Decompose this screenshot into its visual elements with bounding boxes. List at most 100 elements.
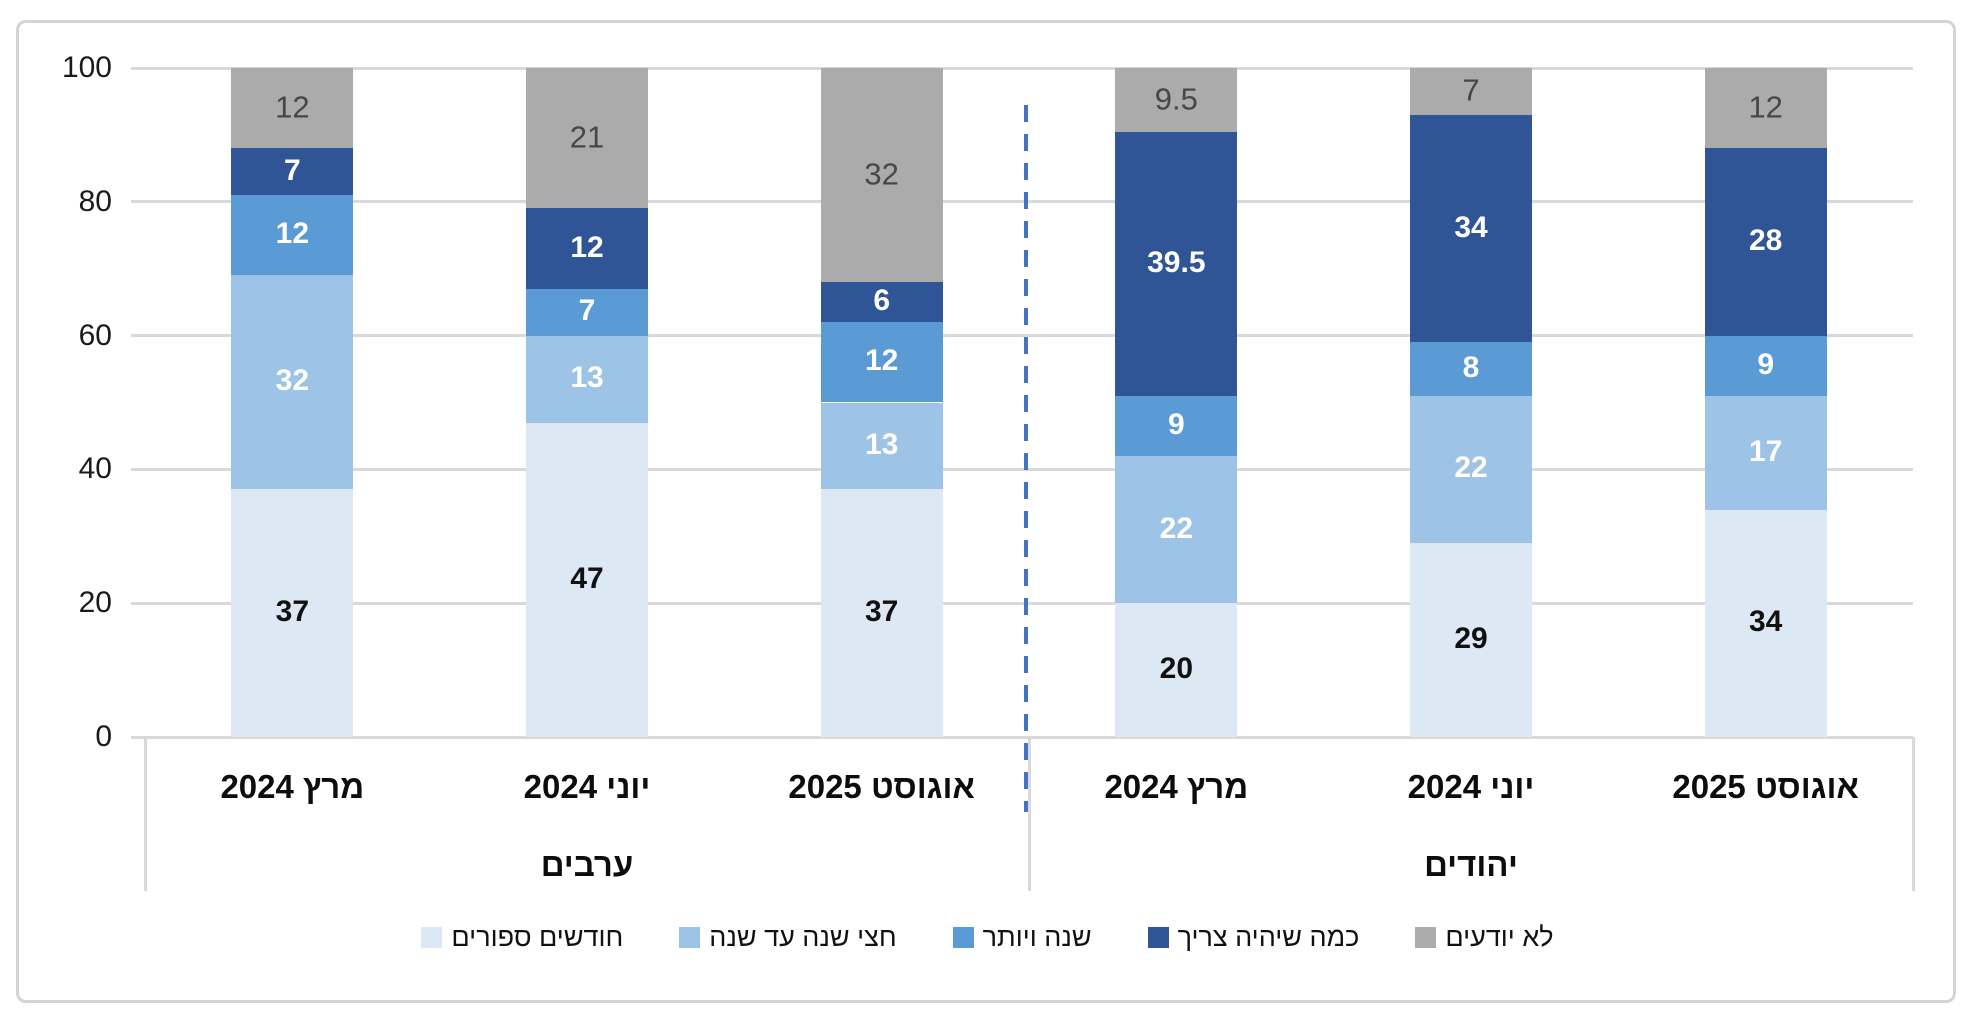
- segment-value-label: 28: [1748, 223, 1783, 257]
- bar-segment: 12: [1704, 68, 1827, 149]
- bar-segment: 13: [526, 335, 648, 423]
- segment-value-label: 32: [275, 364, 310, 398]
- y-axis-tick-label: 80: [78, 184, 112, 218]
- x-axis-category-label: מרץ 2024: [1104, 768, 1249, 805]
- segment-value-label: 6: [873, 283, 890, 317]
- bar-segment: 17: [1704, 395, 1827, 510]
- legend-item: חודשים ספורים: [421, 924, 623, 951]
- x-axis-category-label: אוגוסט 2025: [1672, 768, 1859, 805]
- legend-label: חצי שנה עד שנה: [709, 922, 897, 952]
- segment-value-label: 12: [275, 89, 310, 125]
- bar-segment: 22: [1410, 395, 1532, 543]
- gridline: [131, 334, 1913, 338]
- y-axis-tick-label: 40: [78, 452, 112, 486]
- segment-value-label: 13: [864, 427, 899, 461]
- legend-item: חצי שנה עד שנה: [679, 922, 897, 952]
- segment-value-label: 34: [1454, 210, 1488, 244]
- bar-segment: 32: [820, 68, 943, 283]
- segment-value-label: 12: [570, 230, 604, 264]
- segment-value-label: 29: [1454, 621, 1488, 655]
- legend-swatch: [679, 927, 701, 948]
- x-axis-category-label: מרץ 2024: [220, 768, 365, 805]
- category-axis-divider: [1911, 737, 1915, 891]
- segment-value-label: 32: [864, 156, 899, 192]
- bar-segment: 9: [1115, 395, 1238, 456]
- segment-value-label: 9: [1167, 407, 1185, 441]
- segment-value-label: 7: [578, 293, 596, 327]
- chart-legend: חודשים ספורים חצי שנה עד שנה שנה ויותר כמה …: [0, 924, 1975, 951]
- legend-item: כמה שיהיה צריך: [1147, 922, 1360, 952]
- bar-segment: 7: [231, 148, 354, 196]
- bar-segment: 6: [820, 282, 943, 323]
- gridline: [131, 200, 1913, 204]
- x-axis-category-label: אוגוסט 2025: [788, 768, 975, 805]
- category-axis-divider: [1027, 737, 1031, 891]
- y-axis-tick-label: 0: [95, 720, 112, 753]
- legend-label: חודשים ספורים: [451, 922, 624, 952]
- bar-segment: 29: [1410, 542, 1532, 737]
- segment-value-label: 9.5: [1154, 81, 1198, 117]
- segment-value-label: 13: [570, 360, 604, 394]
- segment-value-label: 7: [1462, 72, 1480, 108]
- bar-segment: 20: [1115, 603, 1238, 737]
- legend-item: לא יודעים: [1415, 922, 1554, 952]
- bar-segment: 32: [231, 275, 354, 490]
- legend-label: כמה שיהיה צריך: [1177, 922, 1360, 952]
- segment-value-label: 12: [864, 344, 899, 378]
- segment-value-label: 39.5: [1147, 245, 1206, 279]
- legend-item: שנה ויותר: [952, 922, 1092, 952]
- x-axis-category-label: יוני 2024: [1407, 768, 1535, 805]
- gridline: [131, 601, 1913, 605]
- segment-value-label: 47: [570, 561, 604, 595]
- segment-value-label: 34: [1748, 605, 1783, 639]
- y-axis-tick-label: 60: [78, 318, 112, 352]
- segment-value-label: 21: [569, 119, 605, 155]
- gridline: [131, 467, 1913, 471]
- x-axis-group-label: יהודים: [1424, 846, 1518, 883]
- segment-value-label: 22: [1159, 511, 1194, 545]
- bar-segment: 12: [231, 68, 354, 149]
- bar-segment: 34: [1410, 114, 1532, 343]
- bar-segment: 37: [231, 489, 354, 737]
- legend-label: שנה ויותר: [982, 922, 1092, 952]
- x-axis-category-label: יוני 2024: [523, 768, 651, 805]
- y-axis-tick-label: 100: [61, 51, 112, 84]
- bar-segment: 22: [1115, 456, 1238, 604]
- legend-swatch: [421, 927, 443, 948]
- legend-swatch: [952, 927, 974, 948]
- bar-segment: 21: [526, 68, 648, 209]
- bar-segment: 37: [820, 489, 943, 737]
- segment-value-label: 12: [275, 217, 310, 251]
- segment-value-label: 22: [1454, 451, 1488, 485]
- segment-value-label: 17: [1748, 434, 1783, 468]
- gridline: [131, 66, 1913, 70]
- legend-swatch: [1147, 927, 1169, 948]
- bar-segment: 7: [526, 288, 648, 336]
- segment-value-label: 37: [864, 595, 899, 629]
- y-axis-tick-label: 20: [78, 586, 112, 620]
- segment-value-label: 9: [1757, 347, 1774, 381]
- bar-segment: 12: [526, 208, 648, 289]
- bar-segment: 12: [231, 195, 354, 276]
- bar-segment: 12: [820, 322, 943, 403]
- group-separator-line: [1024, 105, 1028, 812]
- x-axis-group-label: ערבים: [540, 846, 634, 883]
- bar-segment: 47: [526, 422, 648, 737]
- bar-segment: 39.5: [1115, 131, 1238, 396]
- bar-segment: 13: [820, 402, 943, 490]
- legend-swatch: [1415, 927, 1437, 948]
- bar-segment: 7: [1410, 68, 1532, 115]
- category-axis-divider: [143, 737, 147, 891]
- segment-value-label: 37: [275, 595, 310, 629]
- segment-value-label: 20: [1159, 651, 1194, 685]
- segment-value-label: 7: [283, 153, 301, 187]
- gridline: [131, 735, 1913, 739]
- bar-segment: 9.5: [1115, 68, 1238, 132]
- legend-label: לא יודעים: [1445, 922, 1554, 952]
- bar-segment: 28: [1704, 148, 1827, 336]
- segment-value-label: 8: [1462, 350, 1480, 384]
- bar-segment: 8: [1410, 342, 1532, 396]
- bar-segment: 9: [1704, 335, 1827, 396]
- bar-segment: 34: [1704, 509, 1827, 737]
